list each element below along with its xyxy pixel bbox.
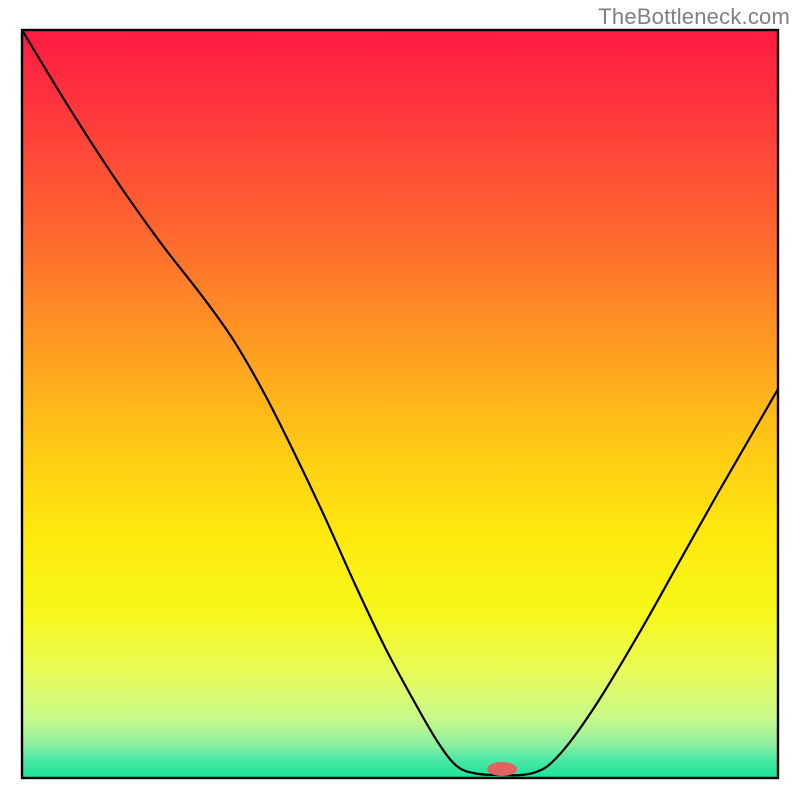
bottleneck-chart <box>0 0 800 800</box>
plot-gradient-background <box>22 30 778 778</box>
optimal-point-marker <box>487 762 517 776</box>
watermark-text: TheBottleneck.com <box>598 4 790 30</box>
chart-container: TheBottleneck.com <box>0 0 800 800</box>
